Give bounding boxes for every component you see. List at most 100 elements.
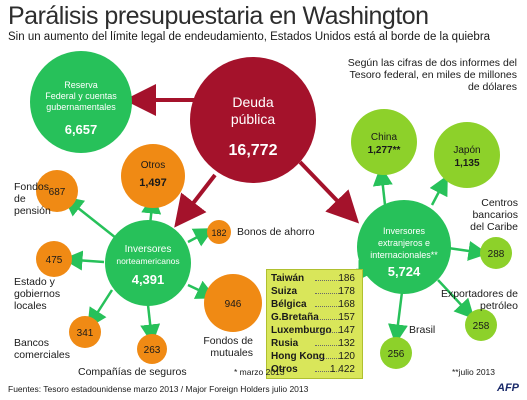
- dotted-leader: [315, 332, 339, 333]
- page-title: Parálisis presupuestaria en Washington: [8, 2, 429, 30]
- petroleo-value: 258: [473, 321, 490, 332]
- mutuales-value: 946: [225, 299, 242, 310]
- otros-circle: [121, 144, 185, 208]
- foreign-label-1: Inversores: [383, 226, 426, 236]
- seguros-label: Compañías de seguros: [78, 366, 187, 378]
- country-value: 157: [338, 312, 355, 323]
- dotted-leader: [315, 306, 339, 307]
- estado-label: Estado y gobiernos locales: [14, 276, 61, 312]
- arrow-domestic-to-pension: [63, 196, 117, 239]
- domestic-value: 4,391: [132, 272, 165, 287]
- fed-label-2: Federal y cuentas: [45, 91, 117, 101]
- japon-circle: [434, 122, 500, 188]
- domestic-circle: [105, 220, 191, 306]
- fed-label-3: gubernamentales: [46, 102, 116, 112]
- pension-label: Fondos de pensión: [14, 181, 51, 217]
- agency-logo: AFP: [497, 382, 519, 394]
- country-name: Taiwán: [271, 273, 305, 284]
- foreign-value: 5,724: [388, 264, 421, 279]
- dotted-leader: [315, 319, 339, 320]
- caribe-label: Centros bancarios del Caribe: [470, 197, 518, 233]
- otros-label: Otros: [141, 160, 165, 171]
- page-subtitle: Sin un aumento del límite legal de endeu…: [8, 31, 491, 43]
- estado-circle: [36, 241, 72, 277]
- dotted-leader: [315, 358, 339, 359]
- petroleo-label: Exportadores de petróleo: [440, 288, 518, 312]
- debt-circle: [190, 57, 316, 183]
- dotted-leader: [315, 280, 339, 281]
- china-circle: [351, 109, 417, 175]
- dotted-leader: [315, 371, 339, 372]
- footnote-julio: **julio 2013: [452, 367, 496, 377]
- japon-value: 1,135: [454, 158, 479, 169]
- country-name: Rusia: [271, 338, 299, 349]
- bancos-circle: [69, 316, 101, 348]
- country-value: 168: [338, 299, 355, 310]
- fed-circle: [30, 51, 132, 153]
- foreign-circle: [357, 200, 451, 294]
- country-name: Luxemburgo: [271, 325, 332, 336]
- arrow-foreign-to-petroleo: [437, 279, 475, 320]
- japon-label: Japón: [453, 145, 480, 156]
- domestic-label-1: Inversores: [125, 244, 172, 255]
- seguros-value: 263: [144, 345, 161, 356]
- arrow-domestic-to-estado: [62, 250, 105, 271]
- pension-value: 687: [49, 187, 66, 198]
- country-name: Suiza: [271, 286, 298, 297]
- arrow-debt-to-foreign: [298, 160, 360, 224]
- mutuales-label: Fondos de mutuales: [203, 335, 253, 359]
- petroleo-circle: [465, 309, 497, 341]
- fed-label-1: Reserva: [64, 80, 98, 90]
- arrow-domestic-to-bancos: [87, 289, 114, 329]
- ahorro-value: 182: [211, 228, 226, 238]
- arrow-debt-to-domestic: [174, 173, 217, 228]
- ahorro-circle: [207, 220, 231, 244]
- caribe-circle: [480, 237, 512, 269]
- source-note: Según las cifras de dos informes del Tes…: [347, 57, 517, 93]
- brasil-label: Brasil: [409, 324, 436, 336]
- countries-list: Taiwán 186 Suiza 178 Bélgica 168 G.Bretaña 157 L…: [266, 269, 363, 379]
- dotted-leader: [315, 345, 339, 346]
- debt-value: 16,772: [229, 142, 278, 159]
- country-value: 147: [338, 325, 355, 336]
- china-label: China: [371, 132, 398, 143]
- arrow-foreign-to-japon: [429, 174, 448, 206]
- seguros-circle: [137, 334, 167, 364]
- dotted-leader: [315, 293, 339, 294]
- debt-label-1: Deuda: [232, 94, 273, 110]
- country-value: 178: [338, 286, 355, 297]
- mutuales-circle: [204, 274, 262, 332]
- footnote-marzo: * marzo 2013: [234, 367, 285, 377]
- arrow-foreign-to-brasil: [388, 291, 408, 345]
- country-value: 1 422: [329, 364, 355, 375]
- caribe-value: 288: [488, 249, 505, 260]
- foreign-label-3: internacionales**: [370, 250, 438, 260]
- pension-circle: [36, 170, 78, 212]
- country-name: G.Bretaña: [271, 312, 319, 323]
- arrow-foreign-to-china: [372, 165, 393, 206]
- arrow-domestic-to-mutuales: [187, 280, 217, 299]
- arrow-foreign-to-caribe: [447, 241, 489, 261]
- brasil-circle: [380, 337, 412, 369]
- arrow-domestic-to-ahorro: [187, 228, 215, 247]
- country-value: 132: [338, 338, 355, 349]
- country-value: 186: [338, 273, 355, 284]
- bancos-value: 341: [77, 328, 94, 339]
- country-name: Bélgica: [271, 299, 307, 310]
- brasil-value: 256: [388, 349, 405, 360]
- arrow-domestic-to-seguros: [140, 304, 161, 345]
- country-name: Hong Kong: [271, 351, 325, 362]
- china-value: 1,277**: [368, 145, 401, 156]
- sources-footer: Fuentes: Tesoro estadounidense marzo 201…: [8, 384, 309, 394]
- otros-value: 1,497: [139, 177, 167, 189]
- country-name: Otros: [271, 364, 298, 375]
- domestic-label-2: norteamericanos: [116, 256, 179, 266]
- debt-label-2: pública: [231, 111, 276, 127]
- estado-value: 475: [46, 255, 63, 266]
- ahorro-label: Bonos de ahorro: [237, 226, 315, 238]
- foreign-label-2: extranjeros e: [378, 238, 430, 248]
- country-value: 120: [338, 351, 355, 362]
- fed-value: 6,657: [65, 122, 98, 137]
- bancos-label: Bancos comerciales: [14, 337, 71, 361]
